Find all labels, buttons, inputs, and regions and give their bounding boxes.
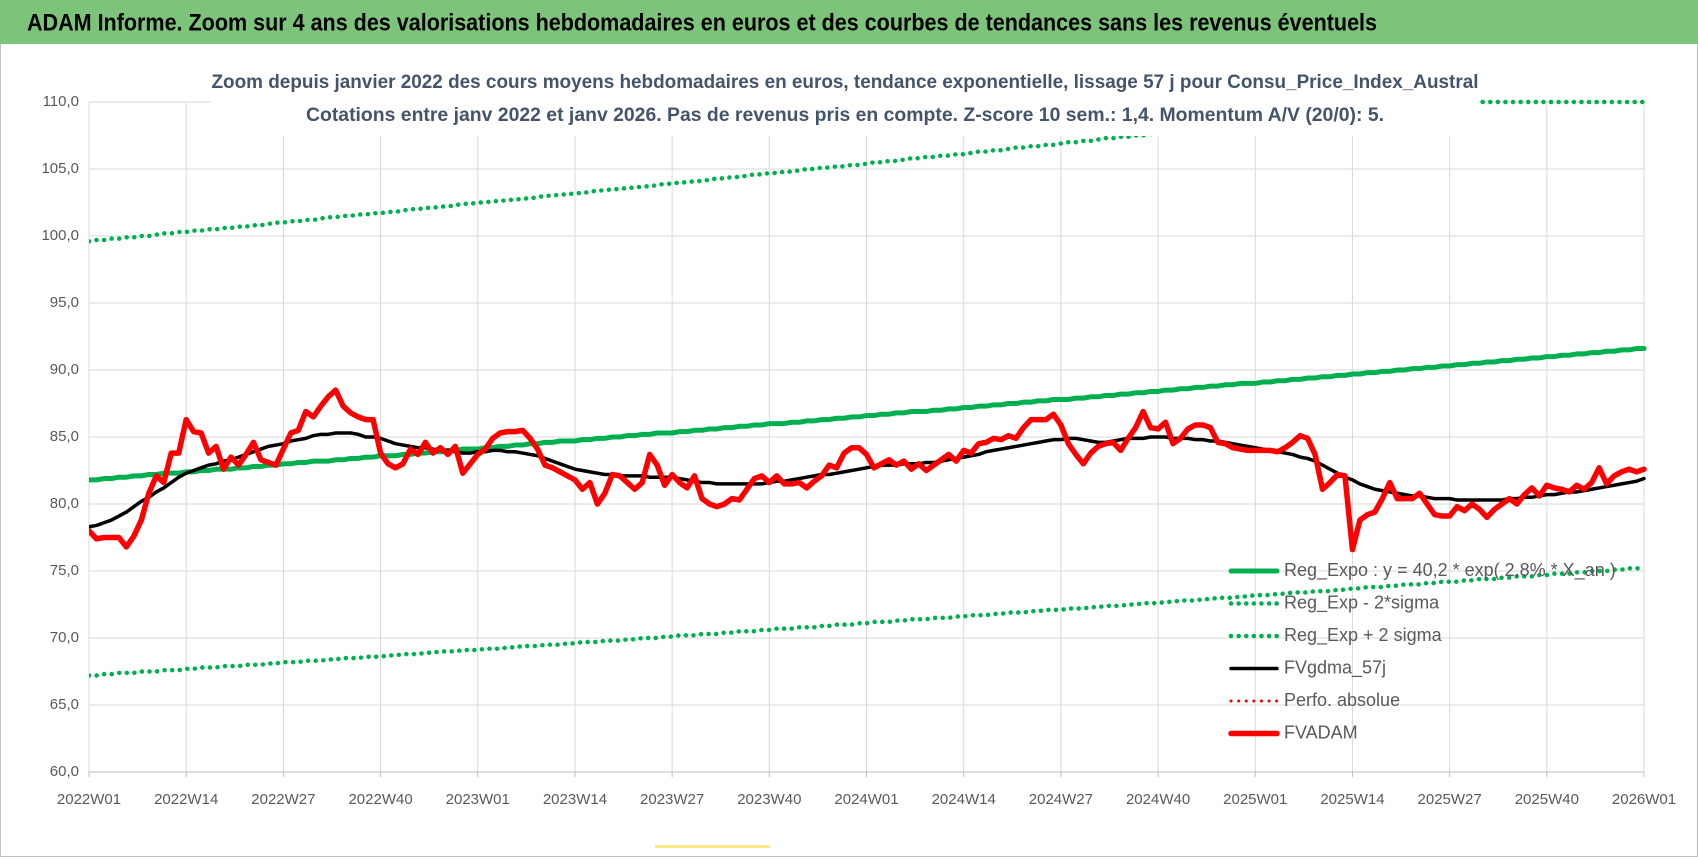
decoration — [655, 845, 770, 848]
x-tick-label: 2023W40 — [737, 791, 801, 808]
legend-label: FVADAM — [1284, 722, 1358, 742]
x-tick-label: 2024W14 — [932, 791, 996, 808]
legend-label: Reg_Exp - 2*sigma — [1284, 592, 1440, 613]
y-tick-label: 100,0 — [41, 227, 79, 244]
x-tick-label: 2023W27 — [640, 791, 704, 808]
x-tick-label: 2022W01 — [57, 791, 121, 808]
series-line — [89, 566, 1647, 678]
x-tick-label: 2026W01 — [1612, 791, 1676, 808]
header-title: ADAM Informe. Zoom sur 4 ans des valoris… — [27, 9, 1377, 36]
legend-label: Reg_Exp + 2 sigma — [1284, 625, 1443, 646]
y-tick-label: 105,0 — [41, 160, 79, 177]
series-line — [89, 387, 1647, 553]
x-tick-label: 2025W14 — [1320, 791, 1384, 808]
x-tick-label: 2025W01 — [1223, 791, 1287, 808]
x-tick-label: 2022W27 — [251, 791, 315, 808]
y-tick-label: 90,0 — [50, 361, 79, 378]
y-tick-label: 80,0 — [50, 495, 79, 512]
x-tick-label: 2023W01 — [446, 791, 510, 808]
y-tick-label: 60,0 — [50, 763, 79, 780]
chart-subtitle: Cotations entre janv 2022 et janv 2026. … — [306, 105, 1384, 126]
chart-title: Zoom depuis janvier 2022 des cours moyen… — [212, 72, 1479, 93]
legend-label: FVgdma_57j — [1284, 657, 1386, 678]
legend-label: Perfo. absolue — [1284, 690, 1400, 710]
title-box — [211, 64, 1478, 136]
y-tick-label: 70,0 — [50, 629, 79, 646]
x-tick-label: 2024W40 — [1126, 791, 1190, 808]
x-tick-label: 2024W01 — [834, 791, 898, 808]
x-tick-label: 2025W40 — [1515, 791, 1579, 808]
y-tick-label: 75,0 — [50, 562, 79, 579]
x-tick-label: 2022W14 — [154, 791, 218, 808]
header-bar — [0, 0, 1698, 44]
series-line — [89, 346, 1647, 483]
y-tick-label: 110,0 — [43, 93, 79, 110]
x-tick-label: 2024W27 — [1029, 791, 1093, 808]
x-tick-label: 2022W40 — [348, 791, 412, 808]
y-tick-label: 85,0 — [50, 428, 79, 445]
y-tick-label: 65,0 — [50, 696, 79, 713]
x-tick-label: 2023W14 — [543, 791, 607, 808]
legend-label: Reg_Expo : y = 40,2 * exp( 2,8% * X_an ) — [1284, 560, 1616, 581]
y-tick-label: 95,0 — [50, 294, 79, 311]
x-tick-label: 2025W27 — [1418, 791, 1482, 808]
